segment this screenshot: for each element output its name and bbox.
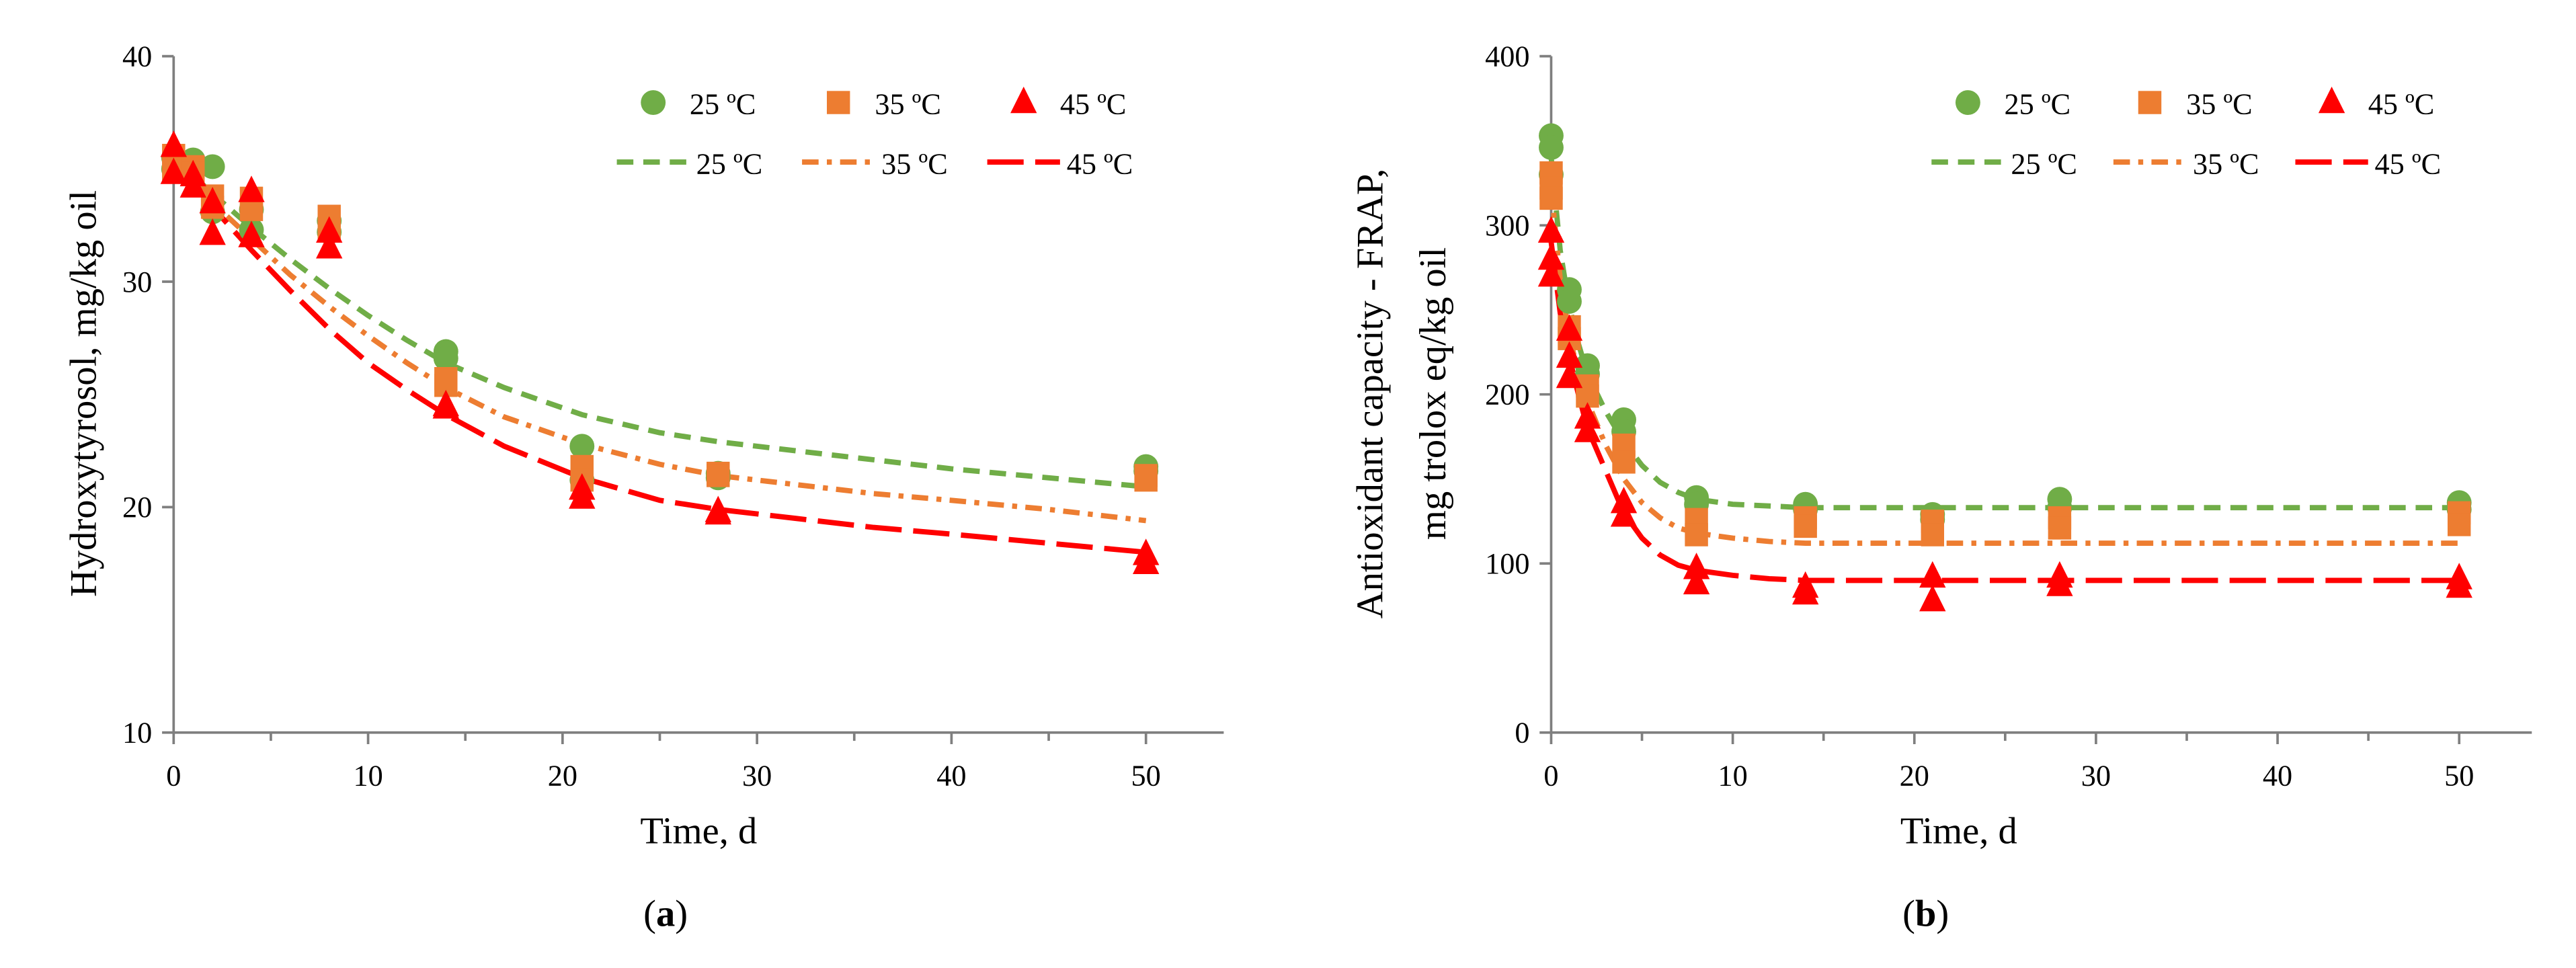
y-tick-label: 100: [1485, 547, 1529, 580]
data-point-35c: [2048, 516, 2072, 540]
data-point-35c: [2447, 513, 2471, 536]
data-point-45c: [2046, 569, 2073, 596]
data-point-45c: [1792, 577, 1819, 605]
legend-label: 35 ºC: [881, 147, 948, 180]
panel-label: (a): [643, 893, 688, 935]
legend-marker: [1955, 90, 1980, 115]
y-tick-label: 200: [1485, 378, 1529, 411]
legend-label: 35 ºC: [2186, 88, 2253, 121]
data-point-45c: [1556, 361, 1583, 389]
x-tick-label: 20: [1900, 760, 1929, 793]
data-point-45c: [705, 497, 731, 525]
data-point-25c: [569, 434, 595, 459]
data-point-45c: [1610, 500, 1638, 527]
data-point-45c: [1683, 567, 1710, 595]
series-line-45c: [171, 156, 1147, 555]
data-point-45c: [1537, 243, 1565, 270]
data-point-45c: [1556, 341, 1583, 368]
data-point-45c: [1574, 415, 1601, 442]
legend-marker: [2318, 86, 2345, 114]
data-point-45c: [199, 187, 226, 214]
data-point-45c: [1537, 216, 1565, 243]
data-point-45c: [432, 392, 459, 419]
chart-panel-a: 10 20 30 40 0 10 20 30 40 50 Time, d Hydroxytyrosol…: [63, 40, 1224, 935]
data-point-45c: [1574, 402, 1601, 429]
y-tick-label: 20: [122, 491, 152, 524]
chart-panel-b: 0 100 200 300 400 0 10 20 30 40 50 Time, d Antioxida…: [1350, 40, 2532, 935]
data-point-45c: [316, 232, 343, 259]
data-point-35c: [707, 464, 730, 487]
data-point-45c: [1537, 260, 1565, 287]
data-point-45c: [179, 171, 206, 198]
legend-marker: [1010, 86, 1037, 114]
data-point-45c: [316, 216, 343, 243]
y-tick-label: 10: [122, 717, 152, 750]
y-tick-label: 300: [1485, 209, 1529, 242]
x-tick-label: 10: [1718, 760, 1747, 793]
x-tick-label: 0: [1543, 760, 1558, 793]
legend-label: 45 ºC: [1060, 88, 1127, 121]
legend-label: 45 ºC: [2368, 88, 2435, 121]
legend-label: 25 ºC: [690, 88, 756, 121]
data-point-35c: [1685, 523, 1708, 547]
data-point-45c: [1683, 553, 1710, 579]
x-tick-label: 30: [2081, 760, 2111, 793]
data-point-45c: [1133, 547, 1160, 574]
data-point-25c: [200, 154, 225, 179]
legend-marker: [641, 90, 666, 115]
data-point-45c: [238, 175, 265, 202]
y-tick-label: 400: [1485, 40, 1529, 73]
legend-label: 25 ºC: [2011, 147, 2077, 180]
data-point-35c: [1539, 186, 1563, 210]
x-tick-label: 0: [166, 760, 181, 793]
x-tick-label: 10: [353, 760, 383, 793]
data-point-25c: [1557, 288, 1582, 314]
x-tick-label: 30: [742, 760, 772, 793]
data-point-45c: [1919, 584, 1946, 612]
x-tick-label: 50: [1131, 760, 1161, 793]
series-line-25c: [171, 155, 1147, 490]
legend-marker: [827, 91, 850, 114]
data-point-45c: [160, 157, 187, 184]
data-point-25c: [433, 346, 458, 371]
x-axis-title: Time, d: [1900, 811, 2017, 852]
data-point-45c: [2446, 571, 2472, 598]
legend-label: 35 ºC: [2193, 147, 2259, 180]
data-point-35c: [1921, 523, 1945, 547]
data-point-45c: [1610, 487, 1638, 514]
y-tick-label: 40: [122, 40, 152, 73]
legend-label: 25 ºC: [2005, 88, 2071, 121]
y-axis-title: Hydroxytyrosol, mg/kg oil: [63, 190, 105, 597]
legend-marker: [2138, 91, 2162, 114]
x-tick-label: 40: [2263, 760, 2292, 793]
x-tick-label: 50: [2444, 760, 2474, 793]
series-line-35c: [171, 160, 1147, 524]
y-axis-title: Antioxidant capacity - FRAP,: [1350, 169, 1392, 618]
data-point-45c: [238, 220, 265, 247]
data-point-45c: [1556, 314, 1583, 341]
data-point-45c: [1919, 561, 1946, 588]
data-point-45c: [160, 130, 187, 157]
data-point-45c: [569, 482, 596, 509]
legend-label: 35 ºC: [875, 88, 941, 121]
panel-label: (b): [1902, 893, 1949, 935]
data-point-35c: [1134, 468, 1158, 492]
data-point-35c: [1612, 450, 1636, 474]
legend-label: 45 ºC: [1067, 147, 1133, 180]
legend-label: 45 ºC: [2375, 147, 2442, 180]
x-tick-label: 20: [548, 760, 577, 793]
y-tick-label: 30: [122, 266, 152, 298]
x-tick-label: 40: [936, 760, 966, 793]
data-point-35c: [1794, 514, 1817, 538]
data-point-45c: [199, 218, 226, 245]
series-line-25c: [1548, 157, 2460, 511]
data-point-25c: [1539, 135, 1564, 160]
legend-label: 25 ºC: [696, 147, 763, 180]
y-tick-label: 0: [1515, 717, 1529, 750]
y-axis-title: mg trolox eq/kg oil: [1412, 247, 1454, 540]
x-axis-title: Time, d: [640, 811, 757, 852]
